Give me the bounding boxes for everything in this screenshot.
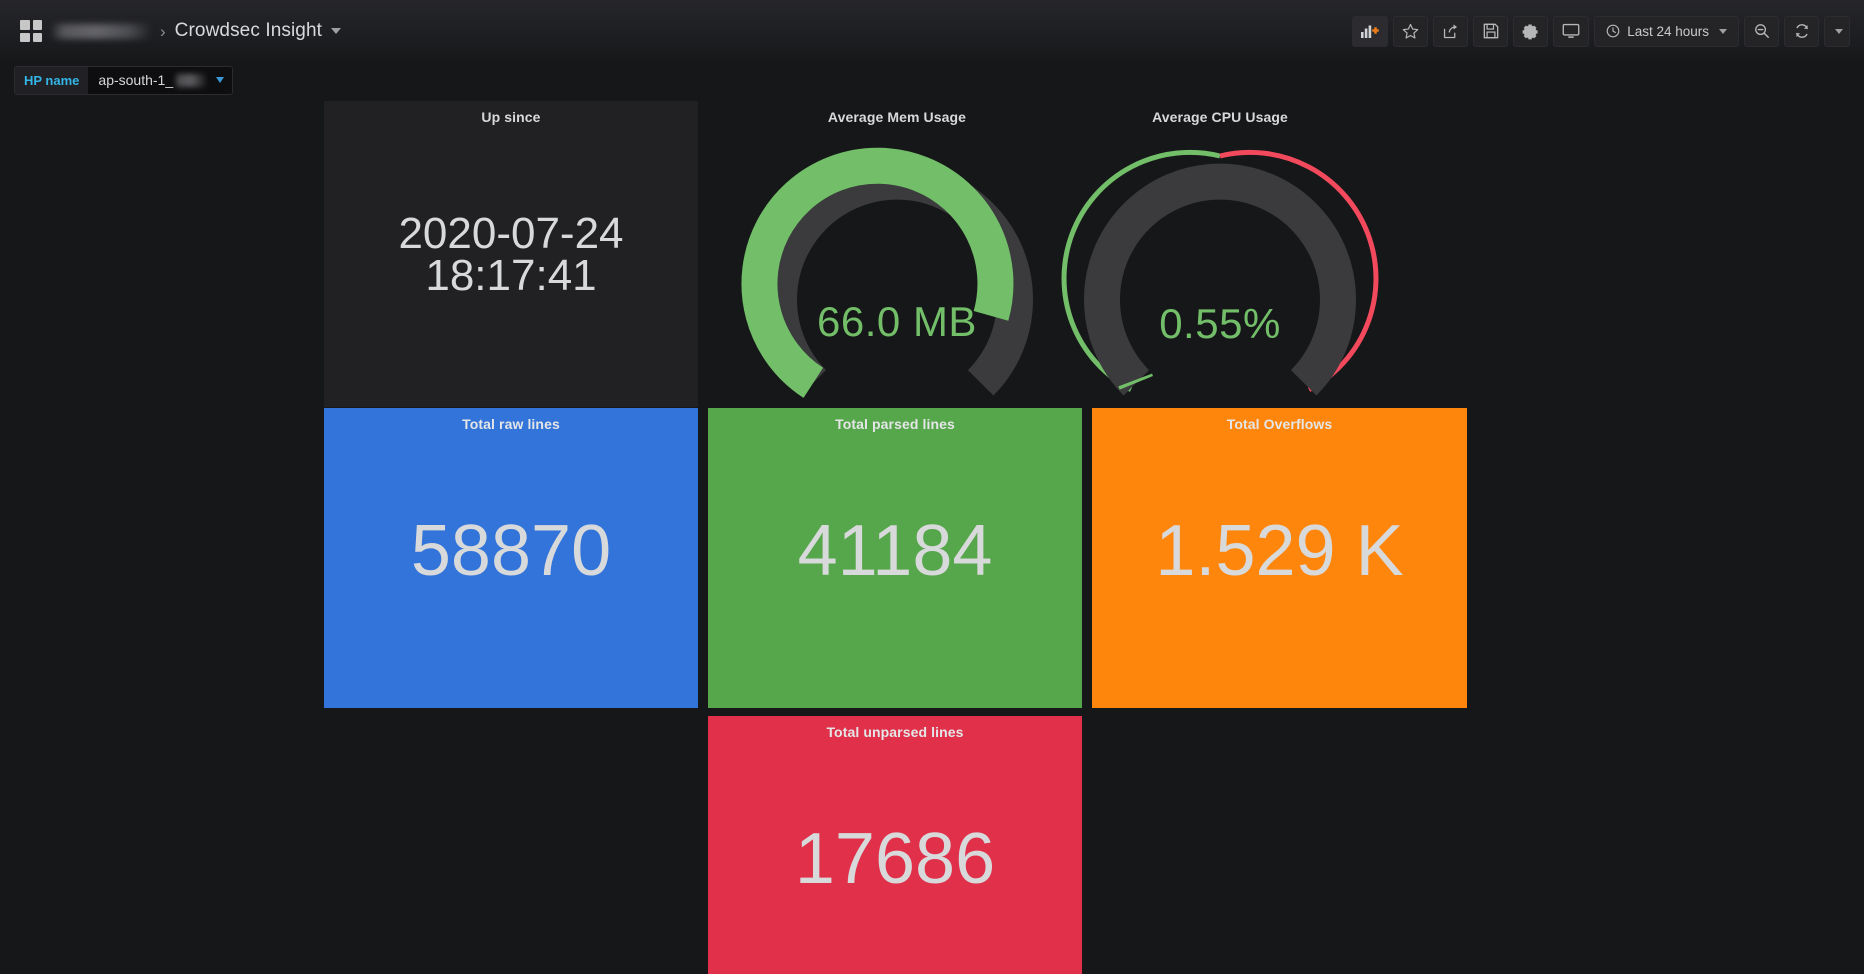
star-button[interactable] xyxy=(1393,15,1429,47)
panel-total-raw-lines[interactable]: Total raw lines 58870 xyxy=(324,408,698,708)
chevron-down-icon xyxy=(1719,28,1727,34)
breadcrumb-folder-redacted[interactable] xyxy=(52,23,150,39)
settings-button[interactable] xyxy=(1513,15,1549,47)
zoom-out-button[interactable] xyxy=(1744,15,1779,47)
gauge-cpu: 0.55% xyxy=(1033,101,1407,407)
panel-title: Up since xyxy=(481,109,541,125)
clock-icon xyxy=(1606,24,1620,38)
chevron-down-icon[interactable] xyxy=(331,28,342,34)
panel-value: 66.0 MB xyxy=(817,298,977,345)
kiosk-button[interactable] xyxy=(1553,15,1590,47)
variable-value-text: ap-south-1_ xyxy=(98,72,174,88)
time-range-picker[interactable]: Last 24 hours xyxy=(1594,15,1739,47)
panel-title: Total Overflows xyxy=(1226,416,1333,432)
variable-hp-name[interactable]: HP name ap-south-1_ xyxy=(14,65,234,95)
chevron-down-icon xyxy=(216,77,225,83)
grid-menu-icon[interactable] xyxy=(20,20,42,42)
dashboard-grid: Up since 2020-07-24 18:17:41 Average Mem… xyxy=(0,98,1864,974)
time-range-label: Last 24 hours xyxy=(1627,23,1709,39)
panel-value: 17686 xyxy=(794,819,996,899)
panel-title: Average CPU Usage xyxy=(1152,109,1288,125)
top-navbar: › Crowdsec Insight xyxy=(0,0,1864,62)
panel-value: 0.55% xyxy=(1159,300,1281,347)
panel-title: Total parsed lines xyxy=(835,416,955,432)
panel-total-parsed-lines[interactable]: Total parsed lines 41184 xyxy=(708,408,1082,708)
variable-label: HP name xyxy=(15,66,89,94)
panel-value-line-2: 18:17:41 xyxy=(425,251,597,300)
breadcrumb-separator: › xyxy=(160,21,166,41)
panel-average-mem-usage[interactable]: Average Mem Usage 66.0 MB xyxy=(710,101,1084,407)
panel-up-since[interactable]: Up since 2020-07-24 18:17:41 xyxy=(324,101,698,407)
panel-value: 41184 xyxy=(797,511,993,591)
panel-title: Total unparsed lines xyxy=(826,724,964,740)
save-button[interactable] xyxy=(1473,15,1509,47)
navbar-left: › Crowdsec Insight xyxy=(14,0,1352,62)
add-panel-button[interactable] xyxy=(1352,15,1389,47)
variable-value-dropdown[interactable]: ap-south-1_ xyxy=(88,66,233,94)
panel-total-unparsed-lines[interactable]: Total unparsed lines 17686 xyxy=(708,716,1082,974)
dashboard-title[interactable]: Crowdsec Insight xyxy=(174,20,323,41)
gauge-mem: 66.0 MB xyxy=(710,101,1084,407)
share-button[interactable] xyxy=(1433,15,1469,47)
panel-value-line-1: 2020-07-24 xyxy=(398,209,624,258)
panel-average-cpu-usage[interactable]: Average CPU Usage 0.55% xyxy=(1033,101,1407,407)
refresh-button[interactable] xyxy=(1784,15,1819,47)
refresh-interval-dropdown[interactable] xyxy=(1824,15,1850,47)
panel-title: Average Mem Usage xyxy=(827,109,967,125)
panel-value: 58870 xyxy=(410,511,612,591)
panel-title: Total raw lines xyxy=(462,416,560,432)
chevron-down-icon xyxy=(1834,28,1843,34)
panel-total-overflows[interactable]: Total Overflows 1.529 K xyxy=(1092,408,1467,708)
panel-value: 1.529 K xyxy=(1155,511,1404,591)
variable-value-redacted xyxy=(176,73,207,87)
navbar-right: Last 24 hours xyxy=(1352,0,1850,62)
template-variable-bar: HP name ap-south-1_ xyxy=(0,62,1864,98)
